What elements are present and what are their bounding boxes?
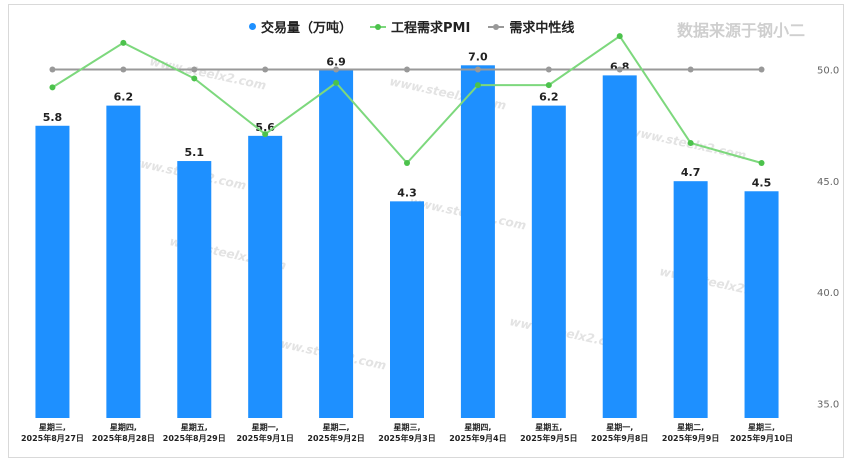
right-axis-tick-label: 50.0 [817,66,839,77]
midline-point [758,66,765,73]
volume-bar-value-label: 7.0 [468,50,488,63]
x-axis-category-date: 2025年9月8日 [591,433,648,443]
x-axis-category-date: 2025年8月27日 [21,433,84,443]
volume-bar [106,105,141,418]
pmi-point [616,33,623,40]
midline-point [191,66,198,73]
x-axis-category-weekday: 星期三, [748,422,775,432]
pmi-point [474,82,481,89]
midline-point [687,66,694,73]
x-axis-category-date: 2025年9月3日 [378,433,435,443]
midline-point [404,66,410,73]
midline-point [545,66,552,73]
x-axis-category-weekday: 星期四, [464,422,491,432]
pmi-point [191,75,198,82]
legend-item-volume[interactable]: 交易量（万吨） [249,17,352,36]
right-axis-tick-label: 45.0 [817,177,839,188]
legend-item-midline[interactable]: 需求中性线 [488,17,574,36]
midline-point [120,66,127,73]
x-axis-category-weekday: 星期二, [677,422,704,432]
pmi-point [262,131,269,138]
volume-bar-value-label: 6.2 [539,91,559,104]
volume-bar [744,191,779,418]
pmi-point [758,160,765,167]
x-axis-category-weekday: 星期三, [39,422,66,432]
x-axis-category-weekday: 星期三, [393,422,420,432]
volume-bar-value-label: 6.9 [326,55,346,68]
volume-bar-value-label: 4.5 [752,176,772,189]
volume-bar [390,201,424,418]
volume-bar [673,181,708,418]
x-axis-category-weekday: 星期二, [323,422,350,432]
legend-pmi-marker [370,23,387,30]
pmi-point [333,79,340,86]
right-axis-tick-label: 40.0 [817,288,839,299]
x-axis-category-date: 2025年9月9日 [662,433,719,443]
volume-bar-value-label: 4.7 [681,166,701,179]
legend-volume-marker [249,23,256,30]
midline-point [474,66,481,73]
volume-bar-value-label: 6.2 [114,91,134,104]
right-axis-tick-label: 35.0 [817,399,839,410]
watermark-text: www.steelx2.com [148,54,267,92]
pmi-point [545,82,552,89]
x-axis-category-date: 2025年9月10日 [730,433,793,443]
x-axis-category-weekday: 星期一, [252,422,279,432]
midline-point [333,66,340,73]
x-axis-category-date: 2025年9月2日 [307,433,364,443]
volume-bar-value-label: 5.1 [185,146,205,159]
x-axis-category-date: 2025年8月29日 [163,433,226,443]
pmi-point [404,160,410,167]
volume-bar [319,70,354,418]
legend-item-pmi[interactable]: 工程需求PMI [370,17,470,36]
chart-frame: www.steelx2.com www.steelx2.com www.steelx… [8,4,844,458]
volume-bar-value-label: 5.8 [43,111,63,124]
pmi-point [687,139,694,146]
volume-bar [248,135,283,418]
x-axis-category-weekday: 星期四, [110,422,137,432]
pmi-point [120,39,127,46]
pmi-point [49,84,56,91]
x-axis-category-date: 2025年9月4日 [449,433,506,443]
x-axis-category-date: 2025年9月5日 [520,433,577,443]
volume-bar [602,75,637,418]
volume-bar [177,161,212,419]
x-axis-category-weekday: 星期五, [535,422,562,432]
midline-point [616,66,623,73]
chart-legend: 交易量（万吨） 工程需求PMI 需求中性线 [249,17,574,36]
volume-bar [460,65,495,419]
midline-point [49,66,56,73]
x-axis-category-weekday: 星期五, [181,422,208,432]
x-axis-category-date: 2025年9月1日 [236,433,293,443]
legend-midline-marker [488,23,505,30]
data-source-label: 数据来源于钢小二 [676,21,805,40]
legend-volume-label: 交易量（万吨） [261,21,353,36]
chart-canvas: www.steelx2.comwww.steelx2.comwww.steelx… [21,33,839,443]
x-axis-category-weekday: 星期一, [606,422,633,432]
volume-bar [35,125,70,419]
legend-pmi-label: 工程需求PMI [391,21,471,36]
legend-midline-label: 需求中性线 [509,21,575,36]
volume-bar [531,105,566,418]
volume-bar-value-label: 4.3 [397,186,417,199]
midline-point [262,66,269,73]
x-axis-category-date: 2025年8月28日 [92,433,155,443]
